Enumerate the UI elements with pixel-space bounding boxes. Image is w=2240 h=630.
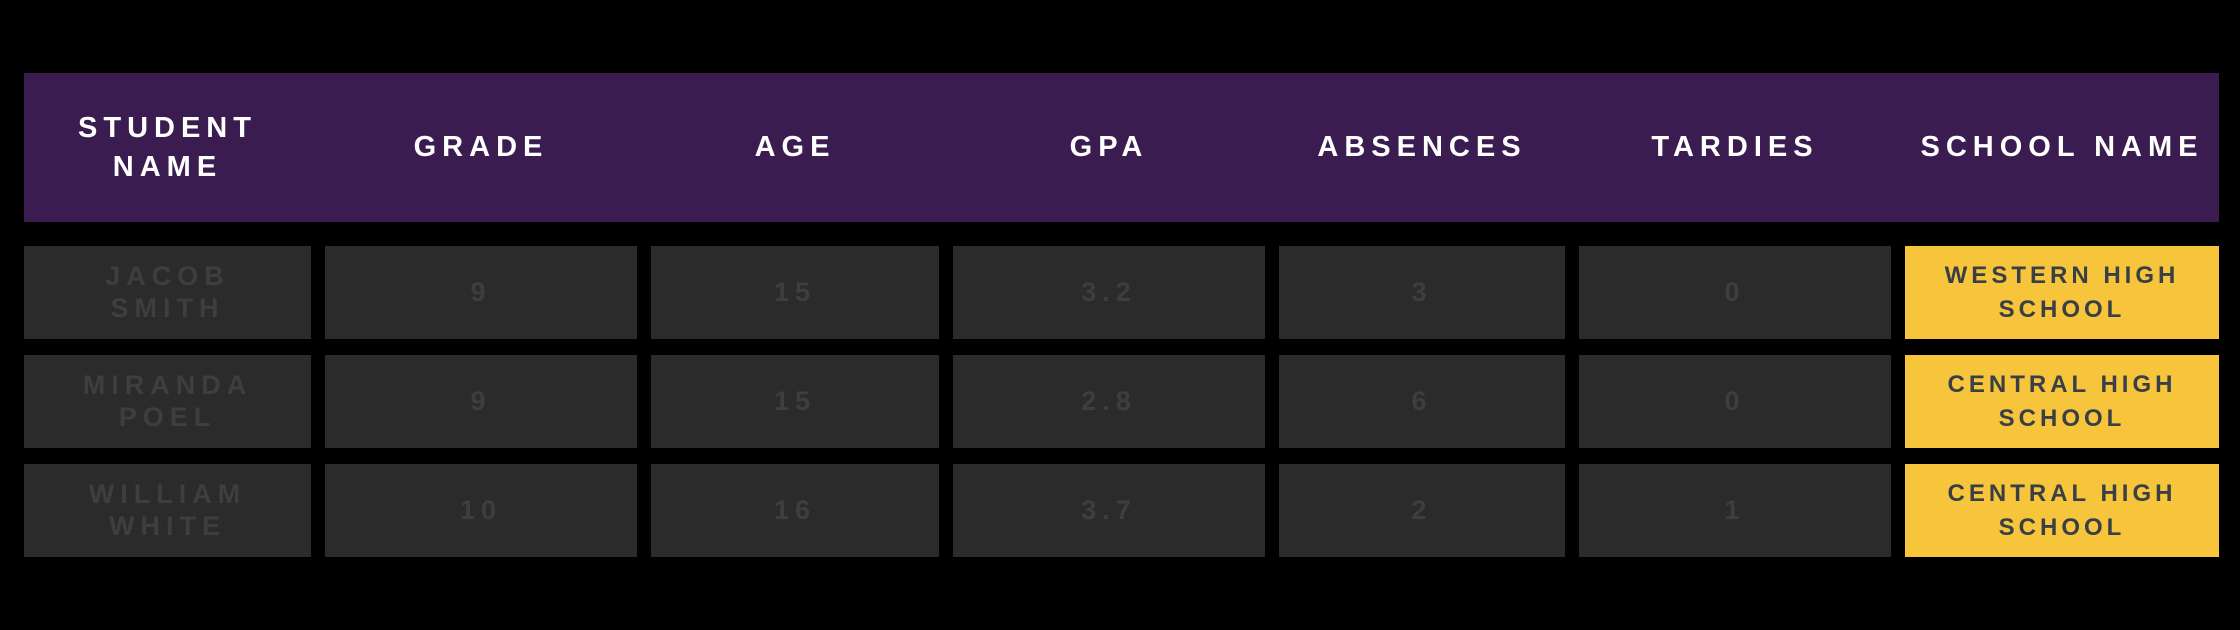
cell-age: 15 bbox=[651, 355, 939, 448]
cell-school-name-badge: WESTERN HIGH SCHOOL bbox=[1905, 246, 2219, 339]
student-table: STUDENT NAME GRADE AGE GPA ABSENCES TARD… bbox=[24, 73, 2219, 557]
column-header-absences: ABSENCES bbox=[1317, 131, 1527, 164]
cell-gpa: 3.7 bbox=[953, 464, 1265, 557]
table-header-row: STUDENT NAME GRADE AGE GPA ABSENCES TARD… bbox=[24, 73, 2219, 222]
cell-age: 15 bbox=[651, 246, 939, 339]
column-header-school-name: SCHOOL NAME bbox=[1920, 131, 2204, 164]
cell-tardies: 0 bbox=[1579, 355, 1891, 448]
cell-absences: 3 bbox=[1279, 246, 1565, 339]
table-row: MIRANDA POEL 9 15 2.8 6 0 CENTRAL HIGH S… bbox=[24, 355, 2219, 448]
cell-age: 16 bbox=[651, 464, 939, 557]
table-row: JACOB SMITH 9 15 3.2 3 0 WESTERN HIGH SC… bbox=[24, 246, 2219, 339]
column-header-grade: GRADE bbox=[413, 131, 549, 164]
cell-absences: 6 bbox=[1279, 355, 1565, 448]
cell-student-name: WILLIAM WHITE bbox=[24, 464, 311, 557]
column-header-gpa: GPA bbox=[1069, 131, 1149, 164]
cell-student-name: MIRANDA POEL bbox=[24, 355, 311, 448]
table-row: WILLIAM WHITE 10 16 3.7 2 1 CENTRAL HIGH… bbox=[24, 464, 2219, 557]
column-header-tardies: TARDIES bbox=[1651, 131, 1819, 164]
cell-school-name-badge: CENTRAL HIGH SCHOOL bbox=[1905, 355, 2219, 448]
column-header-age: AGE bbox=[754, 131, 836, 164]
cell-gpa: 3.2 bbox=[953, 246, 1265, 339]
cell-grade: 9 bbox=[325, 355, 637, 448]
cell-grade: 9 bbox=[325, 246, 637, 339]
cell-school-name-badge: CENTRAL HIGH SCHOOL bbox=[1905, 464, 2219, 557]
cell-grade: 10 bbox=[325, 464, 637, 557]
cell-student-name: JACOB SMITH bbox=[24, 246, 311, 339]
cell-tardies: 1 bbox=[1579, 464, 1891, 557]
cell-gpa: 2.8 bbox=[953, 355, 1265, 448]
column-header-student-name: STUDENT NAME bbox=[78, 112, 257, 183]
cell-absences: 2 bbox=[1279, 464, 1565, 557]
cell-tardies: 0 bbox=[1579, 246, 1891, 339]
